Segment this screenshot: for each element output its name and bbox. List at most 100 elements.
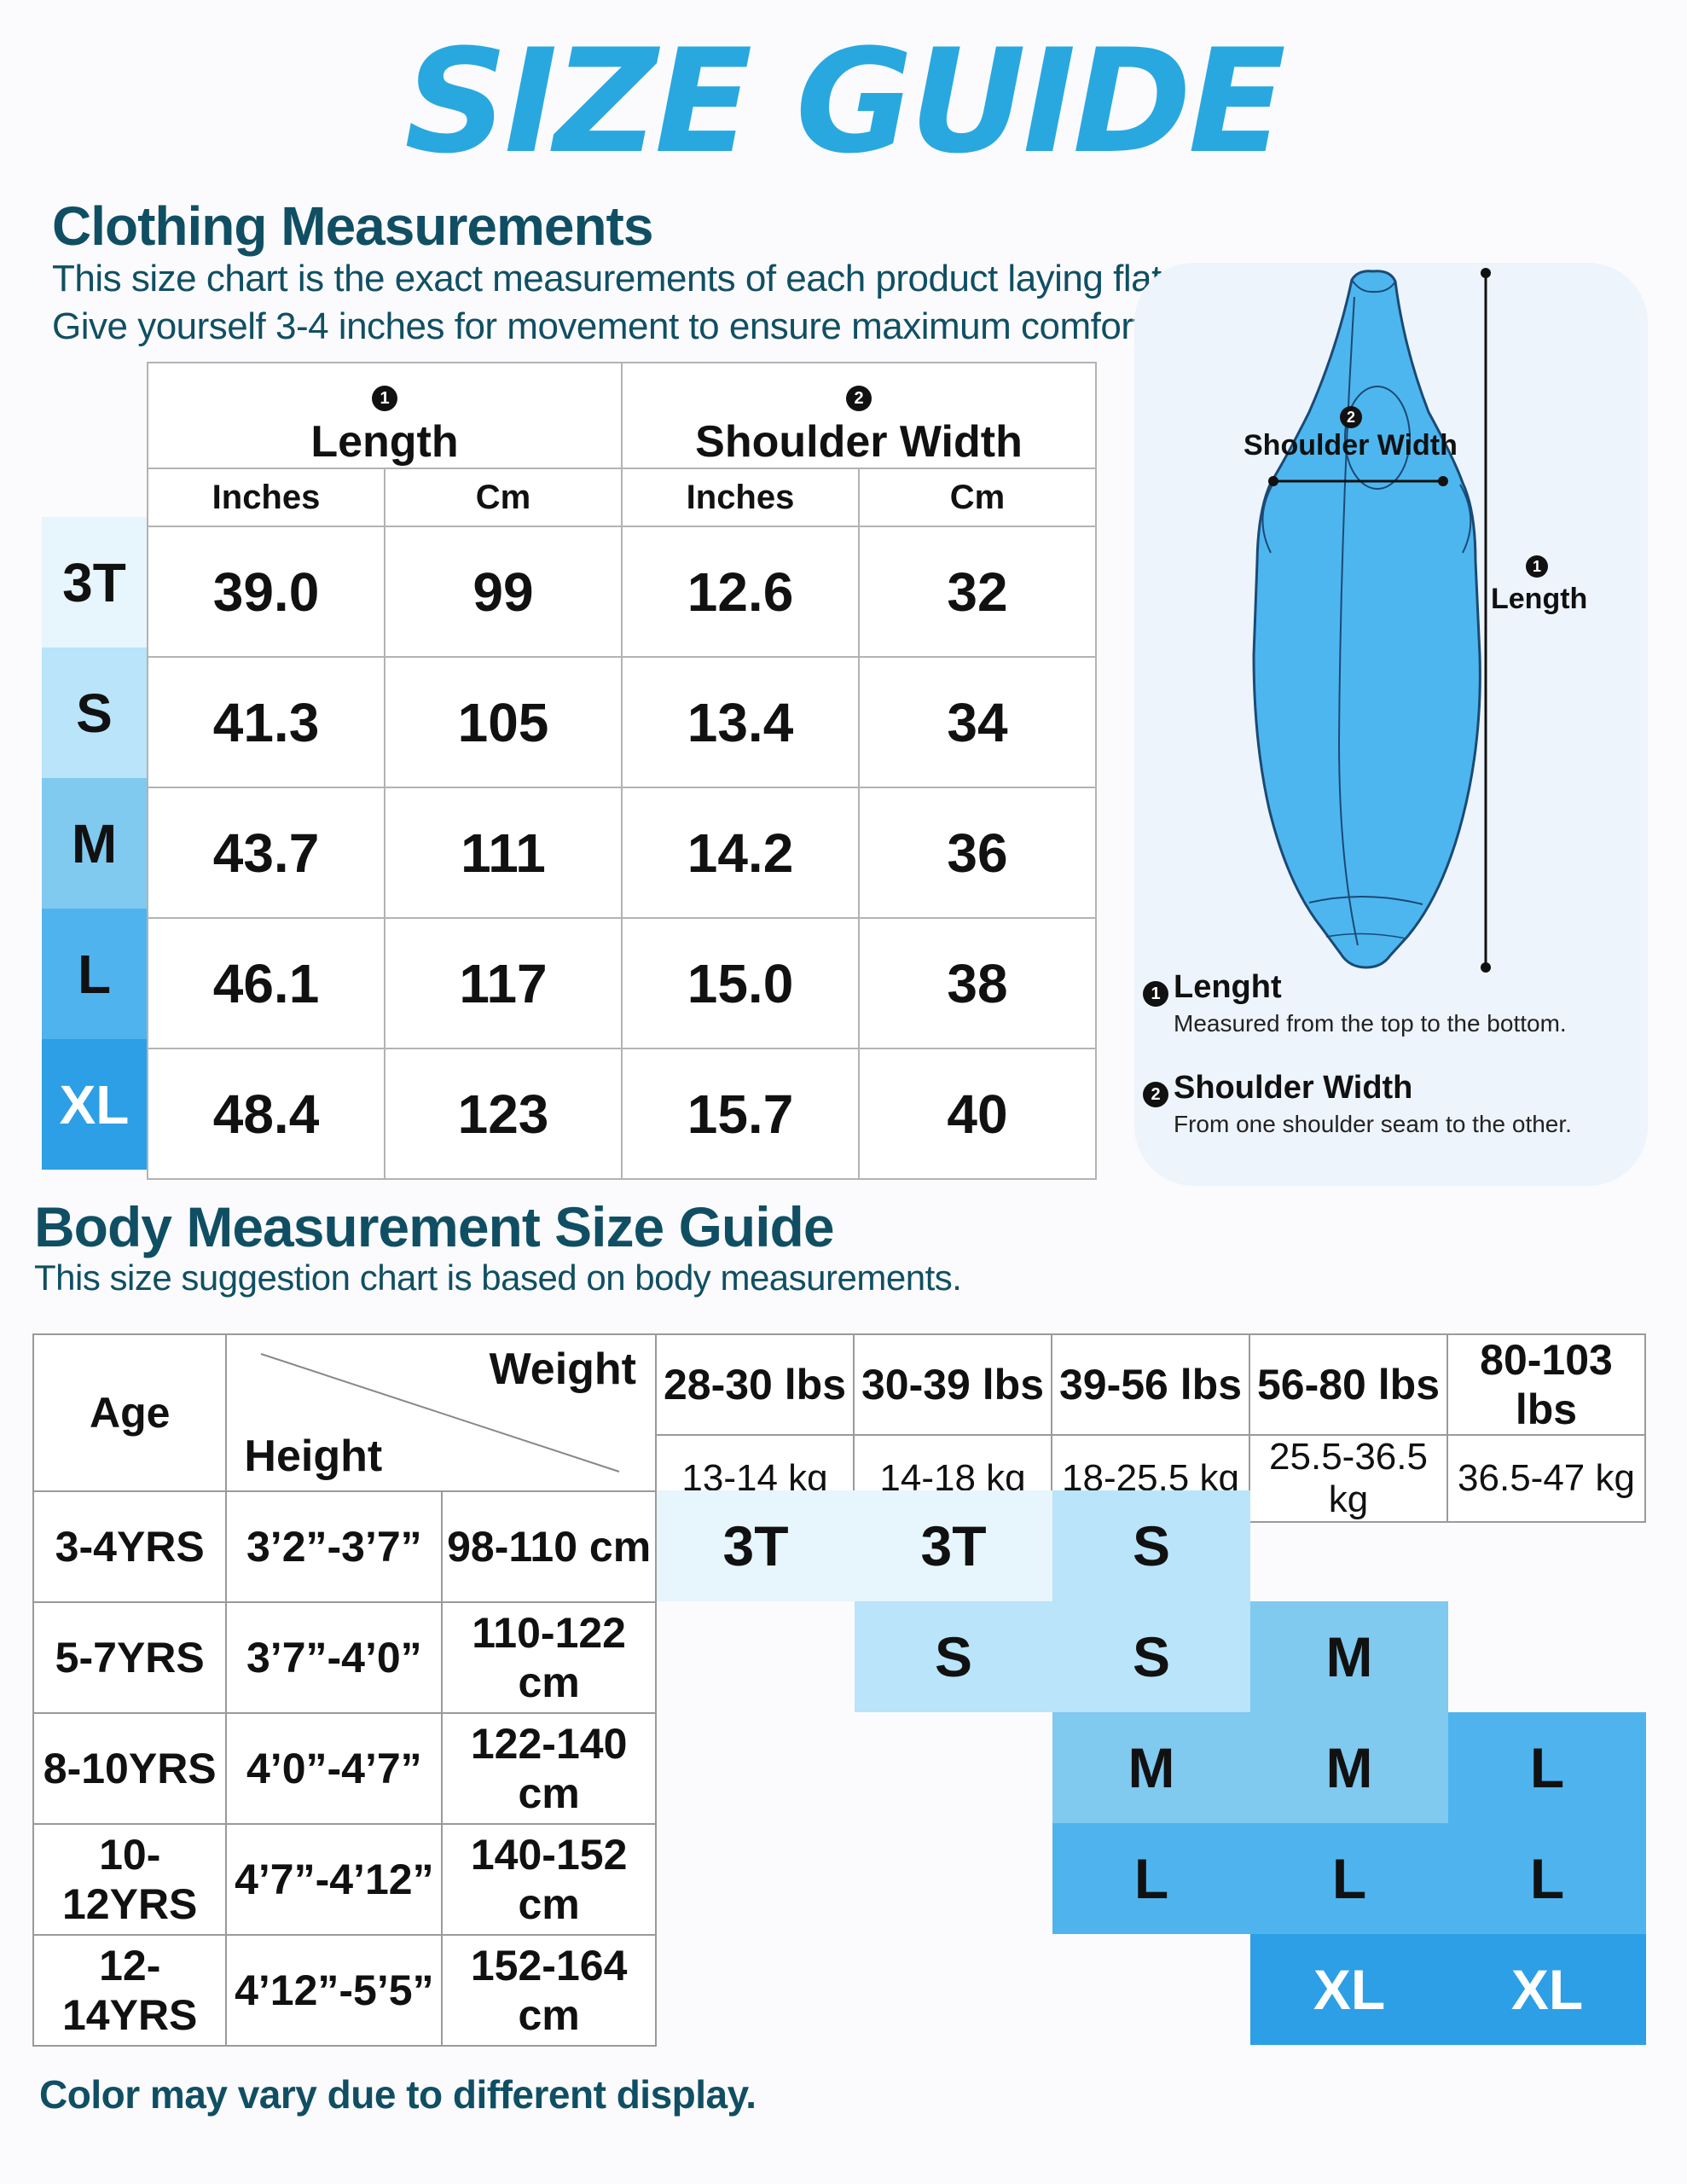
size-label-3t: 3T [42, 517, 147, 648]
diagram-shoulder-label: Shoulder Width [1244, 429, 1458, 462]
table-row: 39.0 99 12.6 32 [147, 526, 1097, 658]
age-cell: 10-12YRS [32, 1823, 228, 1936]
weight-header-label: Weight [489, 1345, 636, 1394]
legend-shoulder-badge: 2 [1143, 1082, 1168, 1107]
size-cell-3t: 3T [657, 1490, 855, 1601]
diagram-length-badge: 1 [1526, 555, 1548, 578]
shoulder-inches-cell: 15.0 [621, 917, 860, 1049]
shoulder-cm-cell: 36 [858, 787, 1097, 919]
size-cell-l: L [1250, 1823, 1448, 1934]
length-number-badge: 1 [372, 386, 397, 411]
size-cell-s: S [1052, 1490, 1250, 1601]
weight-height-header: Weight Height [225, 1333, 657, 1492]
height-cm-cell: 140-152 cm [441, 1823, 657, 1936]
size-cell-m: M [1052, 1712, 1250, 1823]
page-title: SIZE GUIDE [404, 18, 1286, 185]
table-row: 43.7 111 14.2 36 [147, 787, 1097, 919]
shoulder-cm-cell: 38 [858, 917, 1097, 1049]
size-cell-s: S [1052, 1601, 1250, 1712]
shoulder-inches-cell: 15.7 [621, 1048, 860, 1180]
clothing-desc-line1: This size chart is the exact measurement… [52, 258, 1172, 299]
length-inches-cell: 41.3 [147, 656, 386, 788]
shoulder-cm-cell: 40 [858, 1048, 1097, 1180]
weight-kg-header: 36.5-47 kg [1446, 1434, 1646, 1523]
age-cell: 8-10YRS [32, 1712, 228, 1825]
clothing-heading: Clothing Measurements [52, 195, 653, 257]
height-cm-cell: 122-140 cm [441, 1712, 657, 1825]
size-cell-m: M [1250, 1601, 1448, 1712]
size-cell-xl: XL [1448, 1934, 1646, 2045]
length-header-label: Length [310, 417, 459, 467]
age-cell: 12-14YRS [32, 1934, 228, 2047]
table-row: 41.3 105 13.4 34 [147, 656, 1097, 788]
size-label-m: M [42, 778, 147, 909]
length-cm-cell: 123 [384, 1048, 623, 1180]
table-row: 46.1 117 15.0 38 [147, 917, 1097, 1049]
unit-header: Cm [384, 468, 623, 527]
shoulder-number-badge: 2 [846, 386, 872, 411]
garment-diagram-panel: 2 Shoulder Width 1 Length 1 Lenght Measu… [1134, 263, 1648, 1186]
diagonal-divider [261, 1353, 620, 1472]
length-inches-cell: 39.0 [147, 526, 386, 658]
length-cm-cell: 111 [384, 787, 623, 919]
size-cell-l: L [1052, 1823, 1250, 1934]
size-cell-s: S [855, 1601, 1052, 1712]
diagram-shoulder-badge: 2 [1340, 406, 1362, 428]
shoulder-inches-cell: 12.6 [621, 526, 860, 658]
body-left-table: Age Weight Height 3-4YRS 3’2”-3’7” 98-11… [32, 1333, 657, 2047]
clothing-table: 1 Length 2 Shoulder Width Inches Cm Inch… [147, 362, 1097, 1180]
height-ft-cell: 4’7”-4’12” [225, 1823, 443, 1936]
height-ft-cell: 4’12”-5’5” [225, 1934, 443, 2047]
body-heading: Body Measurement Size Guide [34, 1195, 835, 1258]
length-inches-cell: 48.4 [147, 1048, 386, 1180]
weight-lbs-header: 30-39 lbs [853, 1333, 1052, 1436]
legend-shoulder-title: Shoulder Width [1174, 1070, 1413, 1106]
length-cm-cell: 117 [384, 917, 623, 1049]
weight-lbs-header: 56-80 lbs [1249, 1333, 1448, 1436]
body-desc: This size suggestion chart is based on b… [34, 1258, 962, 1298]
size-cell-l: L [1448, 1823, 1646, 1934]
age-cell: 5-7YRS [32, 1601, 228, 1714]
weight-lbs-header: 39-56 lbs [1051, 1333, 1250, 1436]
diagram-length-label: Length [1491, 583, 1588, 615]
age-header: Age [32, 1333, 228, 1492]
footer-note: Color may vary due to different display. [39, 2072, 757, 2117]
shoulder-group-header: 2 Shoulder Width [621, 362, 1097, 469]
size-label-xl: XL [42, 1039, 147, 1170]
garment-illustration [1252, 268, 1491, 973]
shoulder-inches-cell: 14.2 [621, 787, 860, 919]
weight-lbs-header: 28-30 lbs [655, 1333, 855, 1436]
table-row: 48.4 123 15.7 40 [147, 1048, 1097, 1180]
table-row: 12-14YRS 4’12”-5’5” 152-164 cm [32, 1934, 657, 2047]
length-group-header: 1 Length [147, 362, 623, 469]
length-inches-cell: 46.1 [147, 917, 386, 1049]
weight-kg-header: 25.5-36.5 kg [1249, 1434, 1448, 1523]
legend-length-badge: 1 [1143, 981, 1168, 1007]
shoulder-cm-cell: 32 [858, 526, 1097, 658]
weight-lbs-header: 80-103 lbs [1446, 1333, 1646, 1436]
height-ft-cell: 4’0”-4’7” [225, 1712, 443, 1825]
shoulder-cm-cell: 34 [858, 656, 1097, 788]
age-cell: 3-4YRS [32, 1490, 228, 1603]
size-cell-l: L [1448, 1712, 1646, 1823]
table-row: 3-4YRS 3’2”-3’7” 98-110 cm [32, 1490, 657, 1603]
size-cell-3t: 3T [855, 1490, 1052, 1601]
unit-header: Cm [858, 468, 1097, 527]
clothing-desc-line2: Give yourself 3-4 inches for movement to… [52, 305, 1153, 347]
shoulder-inches-cell: 13.4 [621, 656, 860, 788]
size-cell-m: M [1250, 1712, 1448, 1823]
legend-length-title: Lenght [1174, 969, 1282, 1005]
legend-shoulder-desc: From one shoulder seam to the other. [1174, 1111, 1572, 1137]
table-row: 8-10YRS 4’0”-4’7” 122-140 cm [32, 1712, 657, 1825]
size-cell-xl: XL [1250, 1934, 1448, 2045]
legend-length-desc: Measured from the top to the bottom. [1174, 1010, 1567, 1037]
height-cm-cell: 98-110 cm [441, 1490, 657, 1603]
length-inches-cell: 43.7 [147, 787, 386, 919]
unit-header: Inches [621, 468, 860, 527]
unit-header: Inches [147, 468, 386, 527]
height-ft-cell: 3’7”-4’0” [225, 1601, 443, 1714]
shoulder-header-label: Shoulder Width [695, 417, 1023, 467]
height-header-label: Height [244, 1432, 383, 1481]
height-ft-cell: 3’2”-3’7” [225, 1490, 443, 1603]
height-cm-cell: 152-164 cm [441, 1934, 657, 2047]
